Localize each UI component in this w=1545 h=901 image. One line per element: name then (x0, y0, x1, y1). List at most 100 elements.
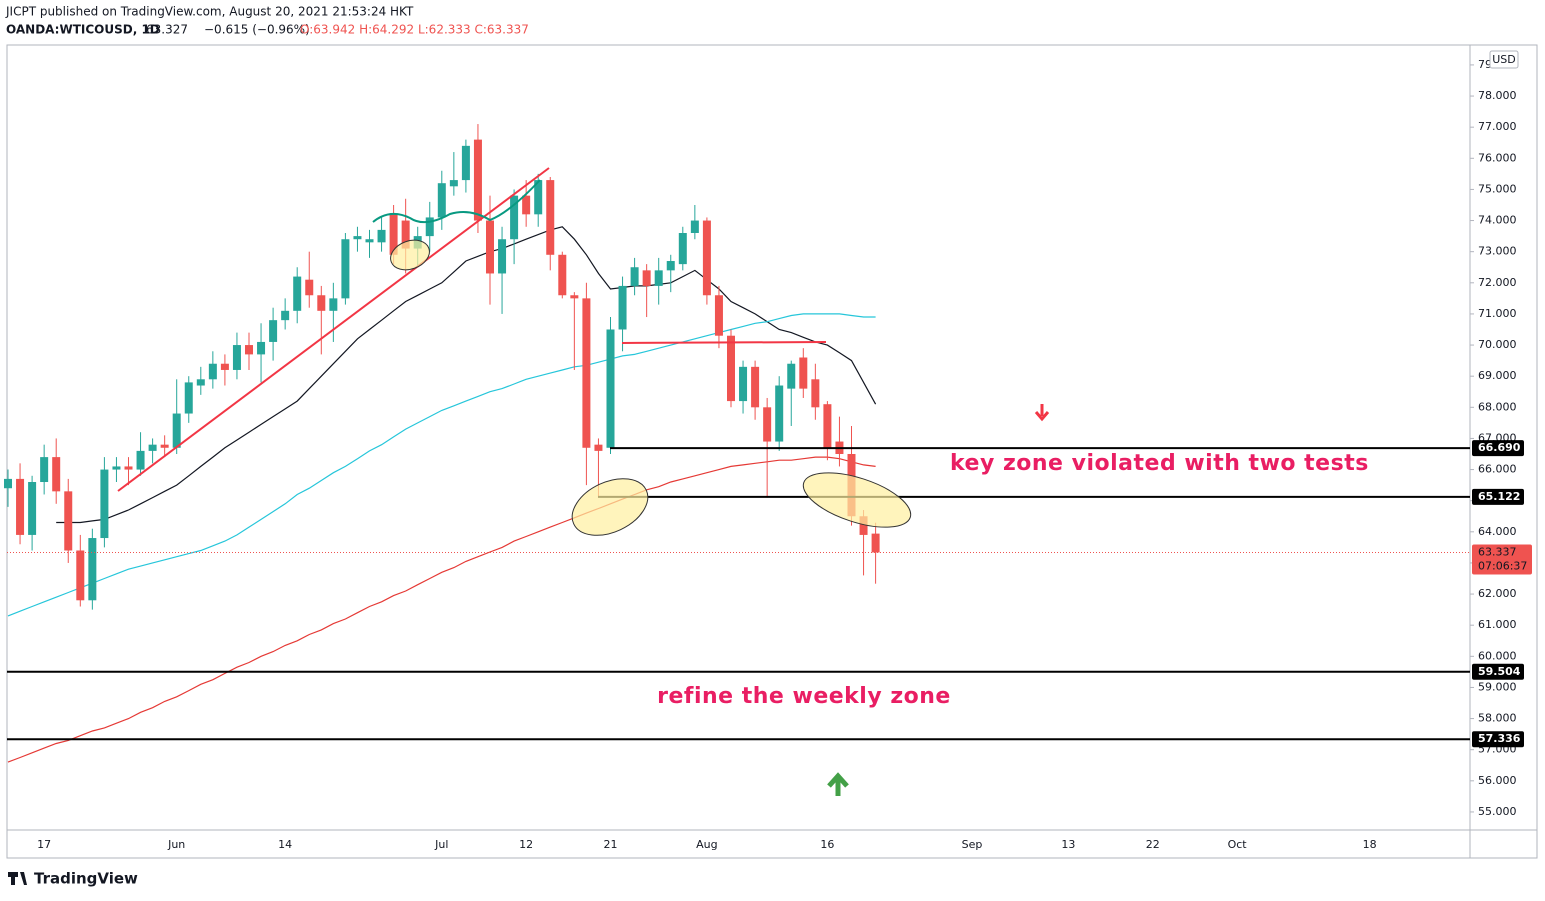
countdown: 07:06:37 (1478, 559, 1527, 572)
level-label: 65.122 (1478, 490, 1520, 503)
y-tick-label: 55.000 (1478, 805, 1517, 818)
candle-body (208, 363, 217, 380)
candle-body (28, 482, 37, 535)
level-tag (1472, 440, 1524, 457)
annotation: refine the weekly zone (657, 684, 951, 709)
highlight (390, 239, 430, 271)
x-tick-label: 18 (1363, 838, 1377, 851)
candle-body (184, 382, 193, 414)
candle-body (787, 363, 796, 389)
candle-body (510, 195, 519, 240)
y-tick-label: 71.000 (1478, 307, 1517, 320)
candle-body (473, 139, 482, 221)
last: 63.327 (146, 23, 188, 37)
candle-body (690, 220, 699, 234)
candle-body (763, 407, 772, 442)
highlight (802, 472, 912, 528)
candle-body (341, 239, 350, 299)
candle-body (305, 279, 314, 296)
x-tick-label: 16 (820, 838, 834, 851)
y-tick-label: 64.000 (1478, 525, 1517, 538)
y-tick-label: 74.000 (1478, 214, 1517, 227)
candle-body (172, 413, 181, 448)
candle-body (811, 379, 820, 408)
candle-body (630, 267, 639, 286)
unit: USD (1492, 53, 1516, 66)
candle-body (437, 183, 446, 218)
candle-body (124, 466, 133, 470)
candle-body (799, 357, 808, 389)
candle-body (751, 366, 760, 408)
ohlc: O:63.942 H:64.292 L:62.333 C:63.337 (300, 23, 529, 37)
annotation: key zone violated with two tests (950, 451, 1369, 476)
candle-body (859, 516, 868, 535)
level-label: 59.504 (1478, 665, 1521, 678)
candle-body (401, 220, 410, 249)
y-tick-label: 66.000 (1478, 463, 1517, 476)
candle-body (425, 217, 434, 237)
candle-body (618, 285, 627, 330)
candle-body (389, 214, 398, 255)
candle-body (727, 335, 735, 402)
candle-body (823, 404, 832, 448)
candle-body (64, 491, 73, 551)
x-tick-label: 13 (1061, 838, 1075, 851)
x-tick-label: 17 (37, 838, 51, 851)
candle-body (196, 379, 205, 386)
level-tag (1472, 488, 1524, 505)
level-tag (1472, 731, 1524, 748)
candle-body (52, 457, 61, 492)
trend-line (621, 341, 827, 344)
x-tick-label: 14 (278, 838, 292, 851)
candle-body (498, 239, 507, 274)
short-ma (372, 179, 541, 224)
candle-body (714, 295, 723, 336)
x-tick-label: 22 (1146, 838, 1160, 851)
symbol: OANDA:WTICOUSD, 1D (6, 23, 160, 37)
y-tick-label: 69.000 (1478, 369, 1517, 382)
candle-body (642, 270, 651, 286)
candle-body (220, 363, 229, 370)
candle-body (606, 329, 615, 448)
candle-body (245, 345, 253, 355)
candle-body (148, 444, 157, 451)
x-tick-label: Jun (167, 838, 185, 851)
candle-body (594, 444, 603, 451)
logo-icon (8, 872, 27, 885)
candle-body (160, 444, 169, 448)
y-tick-label: 78.000 (1478, 89, 1517, 102)
publisher: JICPT published on TradingView.com, Augu… (5, 5, 414, 19)
candle-body (88, 538, 97, 601)
y-tick-label: 72.000 (1478, 276, 1517, 289)
y-tick-label: 61.000 (1478, 618, 1517, 631)
x-tick-label: Oct (1228, 838, 1248, 851)
y-tick-label: 75.000 (1478, 182, 1517, 195)
candle-body (257, 341, 266, 355)
level-label: 57.336 (1478, 732, 1521, 745)
candle-body (281, 310, 290, 321)
candle-body (739, 366, 748, 402)
y-tick-label: 77.000 (1478, 120, 1517, 133)
candle-body (775, 385, 784, 442)
candle-body (136, 450, 145, 470)
x-tick-label: 12 (519, 838, 533, 851)
candle-body (654, 270, 663, 286)
down-arrow (1034, 404, 1050, 422)
trend-line (117, 167, 550, 492)
y-tick-label: 73.000 (1478, 245, 1517, 258)
y-tick-label: 59.000 (1478, 680, 1517, 693)
candle-body (582, 298, 591, 448)
candle-body (317, 295, 326, 311)
candle-body (546, 180, 555, 255)
candle-body (377, 229, 386, 243)
candle-body (269, 320, 278, 342)
highlight (571, 478, 649, 536)
candle-body (365, 239, 374, 243)
x-tick-label: Aug (696, 838, 717, 851)
candle-body (534, 180, 543, 215)
change: −0.615 (−0.96%) (204, 23, 310, 37)
y-tick-label: 62.000 (1478, 587, 1517, 600)
x-tick-label: Jul (434, 838, 448, 851)
